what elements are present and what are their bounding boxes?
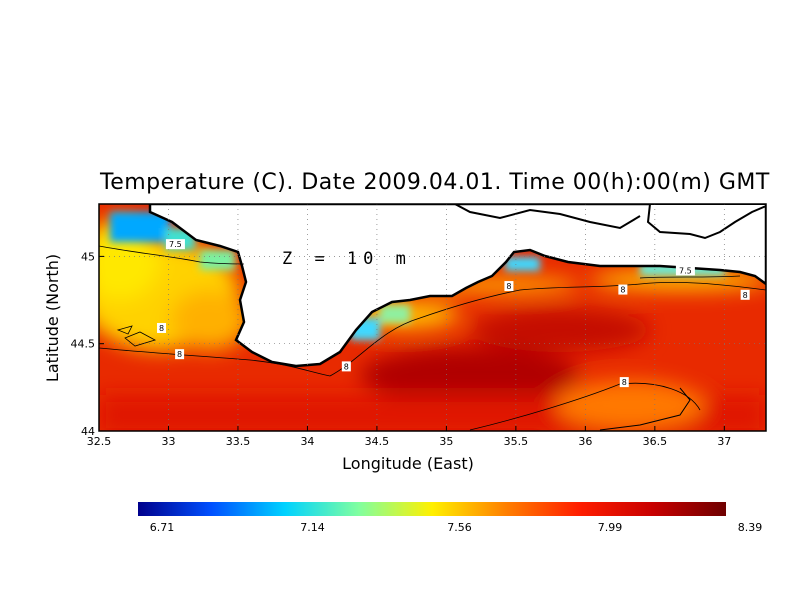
- contour-7-5-west: [99, 245, 245, 265]
- contour-label-bg: [341, 361, 351, 372]
- crimea-land: [148, 204, 766, 368]
- y-axis-ticks: 44 44.5 45: [71, 250, 104, 438]
- contour-label-bg: [740, 289, 750, 300]
- west-orange: [170, 290, 250, 350]
- plot-frame: [98, 203, 767, 432]
- cold-patch-sudak: [505, 257, 540, 271]
- contour-lines: [99, 245, 766, 431]
- y-tick-label: 44: [81, 425, 95, 438]
- cold-patch-yalta2: [380, 305, 410, 323]
- colorbar-tick-label: 7.56: [447, 521, 472, 534]
- x-tick-label: 35.5: [504, 435, 529, 448]
- contour-8-coast: [329, 282, 766, 377]
- azov-coast: [454, 204, 641, 230]
- colorbar-labels: 6.71 7.14 7.56 7.99 8.39: [150, 521, 763, 534]
- contour-label: 8: [506, 282, 511, 291]
- colorbar-tick-label: 6.71: [150, 521, 175, 534]
- contour-label-bg: [175, 349, 185, 360]
- contour-label: 7.5: [169, 240, 182, 249]
- warm-core: [360, 347, 580, 403]
- x-tick-label: 33: [161, 435, 175, 448]
- x-tick-label: 32.5: [87, 435, 112, 448]
- y-tick-label: 45: [81, 250, 95, 263]
- colorbar-tick-label: 7.99: [598, 521, 623, 534]
- colorbar-tick-label: 7.14: [300, 521, 325, 534]
- warm-core-east: [470, 308, 650, 352]
- x-tick-label: 37: [717, 435, 731, 448]
- contour-label-bg: [157, 322, 167, 333]
- contour-label-bg: [618, 284, 628, 295]
- contour-8-south: [469, 382, 701, 431]
- contour-label: 8: [344, 362, 349, 371]
- contour-8-west: [99, 347, 331, 377]
- contour-label-bg: [165, 239, 185, 250]
- x-tick-label: 36: [578, 435, 592, 448]
- contour-label: 8: [620, 286, 625, 295]
- x-tick-label: 34: [300, 435, 314, 448]
- x-axis-title: Longitude (East): [342, 454, 474, 473]
- contour-label: 8: [622, 378, 627, 387]
- cold-patch-nw3: [200, 250, 235, 270]
- depth-label: Z = 10 m: [282, 249, 412, 269]
- contour-label: 8: [177, 350, 182, 359]
- x-tick-label: 33.5: [226, 435, 251, 448]
- contour-label: 8: [159, 324, 164, 333]
- orange-patch: [555, 380, 705, 430]
- contour-label: 7.5: [679, 266, 692, 275]
- x-tick-label: 34.5: [365, 435, 390, 448]
- contour-labels: 7.5 8 8 8 8 8 7.5 8 8: [157, 239, 750, 388]
- colorbar: [138, 502, 726, 516]
- contour-label-bg: [675, 265, 695, 276]
- grid-lines: [99, 204, 766, 431]
- y-tick-label: 44.5: [71, 338, 96, 351]
- kerch-strait-coast: [646, 204, 766, 240]
- contour-label-bg: [619, 377, 629, 388]
- contour-8-islands: [116, 325, 157, 347]
- x-tick-label: 35: [439, 435, 453, 448]
- y-axis-title: Latitude (North): [43, 254, 62, 382]
- x-axis-ticks: 32.5 33 33.5 34 34.5 35 35.5 36 36.5 37: [87, 426, 731, 448]
- contour-7-5-east: [639, 275, 741, 279]
- contour-label: 8: [743, 291, 748, 300]
- contour-label-bg: [504, 281, 514, 292]
- map-title: Temperature (C). Date 2009.04.01. Time 0…: [100, 170, 770, 195]
- colorbar-tick-label: 8.39: [738, 521, 763, 534]
- x-tick-label: 36.5: [643, 435, 668, 448]
